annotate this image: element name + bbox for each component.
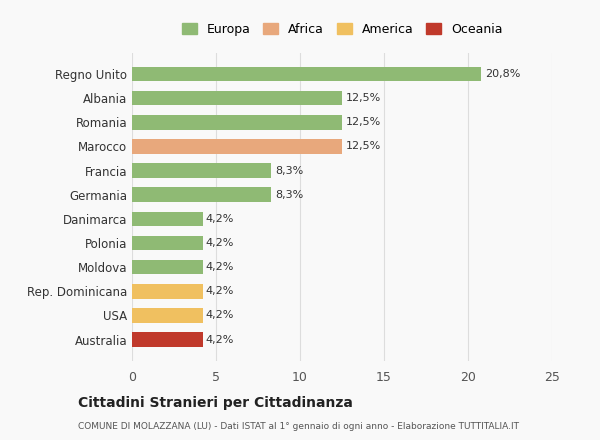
Text: 4,2%: 4,2%: [206, 262, 234, 272]
Text: COMUNE DI MOLAZZANA (LU) - Dati ISTAT al 1° gennaio di ogni anno - Elaborazione : COMUNE DI MOLAZZANA (LU) - Dati ISTAT al…: [78, 422, 519, 431]
Text: Cittadini Stranieri per Cittadinanza: Cittadini Stranieri per Cittadinanza: [78, 396, 353, 410]
Bar: [132, 212, 203, 226]
Text: 12,5%: 12,5%: [346, 117, 380, 127]
Text: 12,5%: 12,5%: [346, 93, 380, 103]
Text: 20,8%: 20,8%: [485, 69, 520, 79]
Bar: [132, 260, 203, 275]
Bar: [132, 284, 203, 298]
Text: 4,2%: 4,2%: [206, 311, 234, 320]
Text: 4,2%: 4,2%: [206, 214, 234, 224]
Text: 4,2%: 4,2%: [206, 286, 234, 296]
Bar: [132, 67, 481, 81]
Bar: [132, 139, 342, 154]
Bar: [132, 332, 203, 347]
Bar: [132, 91, 342, 106]
Text: 4,2%: 4,2%: [206, 334, 234, 345]
Text: 8,3%: 8,3%: [275, 190, 303, 200]
Legend: Europa, Africa, America, Oceania: Europa, Africa, America, Oceania: [178, 19, 506, 40]
Bar: [132, 236, 203, 250]
Bar: [132, 115, 342, 129]
Bar: [132, 187, 271, 202]
Bar: [132, 163, 271, 178]
Text: 4,2%: 4,2%: [206, 238, 234, 248]
Text: 12,5%: 12,5%: [346, 141, 380, 151]
Bar: [132, 308, 203, 323]
Text: 8,3%: 8,3%: [275, 165, 303, 176]
